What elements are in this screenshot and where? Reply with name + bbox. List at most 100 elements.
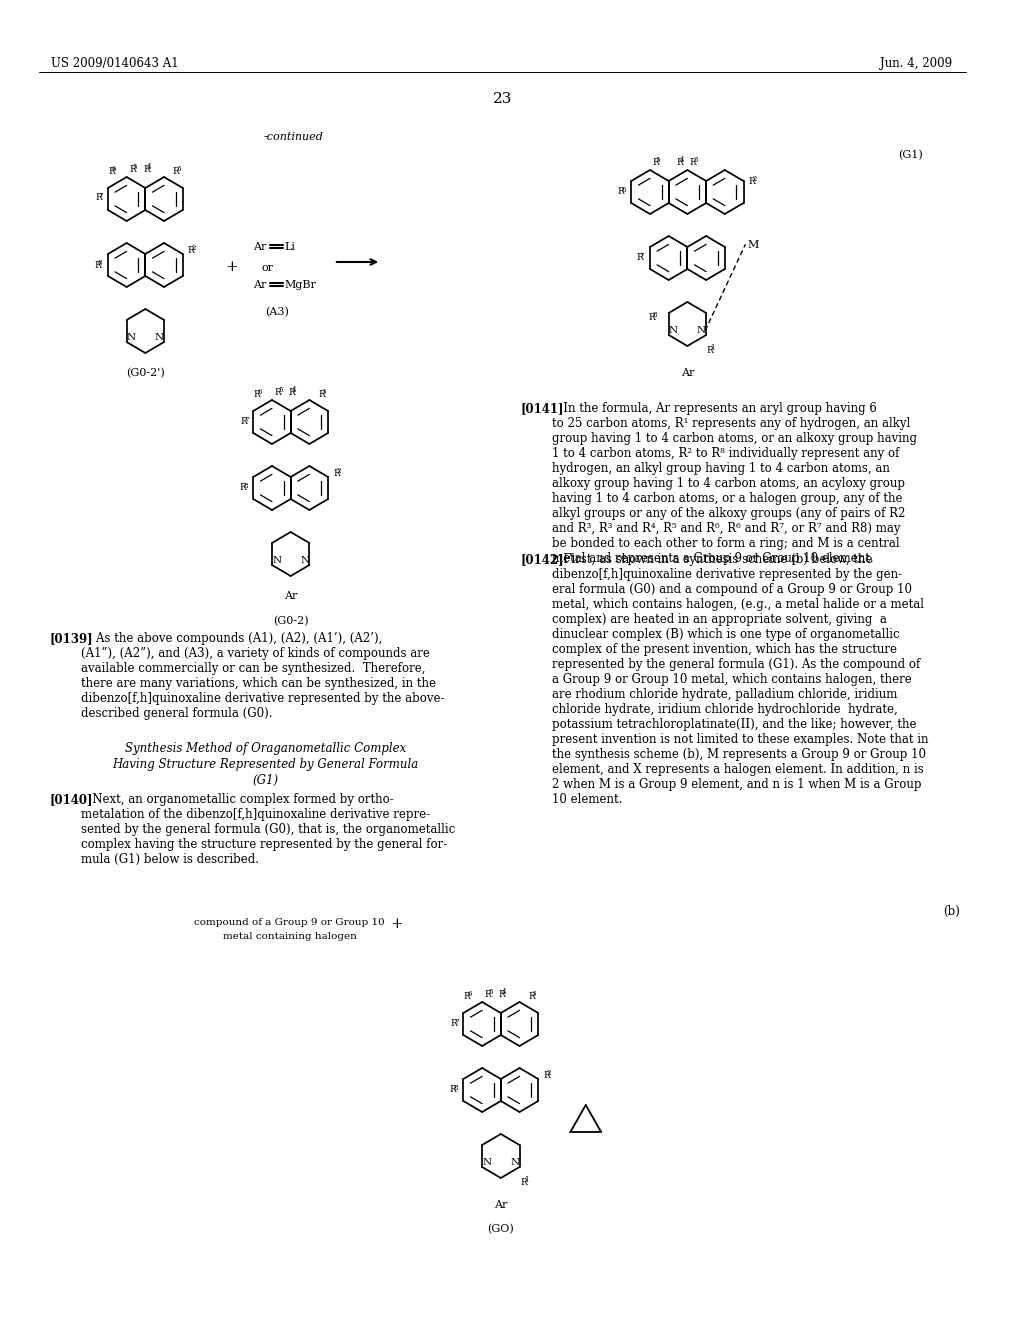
Text: (G1): (G1) (252, 774, 279, 787)
Text: 1: 1 (711, 345, 715, 352)
Text: R: R (749, 177, 756, 186)
Text: [0140]: [0140] (49, 793, 92, 807)
Text: R: R (240, 483, 247, 492)
Text: 5: 5 (279, 385, 283, 395)
Text: 3: 3 (531, 990, 536, 998)
Text: Next, an organometallic complex formed by ortho-
metalation of the dibenzo[f,h]q: Next, an organometallic complex formed b… (81, 793, 455, 866)
Text: Ar: Ar (253, 242, 266, 252)
Text: [0139]: [0139] (49, 632, 93, 645)
Text: Ar: Ar (495, 1200, 508, 1210)
Text: R: R (464, 993, 470, 1001)
Text: Synthesis Method of Oraganometallic Complex: Synthesis Method of Oraganometallic Comp… (125, 742, 406, 755)
Text: R: R (544, 1072, 550, 1080)
Text: N: N (510, 1158, 519, 1167)
Text: +: + (225, 260, 239, 275)
Text: 6: 6 (622, 186, 626, 194)
Text: (A3): (A3) (265, 308, 289, 317)
Text: Li: Li (285, 242, 296, 252)
Text: 2: 2 (752, 174, 757, 182)
Text: R: R (520, 1177, 527, 1187)
Text: 7: 7 (244, 416, 249, 424)
Text: As the above compounds (A1), (A2), (A1’), (A2’),
(A1”), (A2”), and (A3), a varie: As the above compounds (A1), (A2), (A1’)… (81, 632, 444, 719)
Text: N: N (697, 326, 706, 335)
Text: 4: 4 (680, 156, 685, 164)
Text: 8: 8 (97, 259, 102, 267)
Text: 6: 6 (467, 990, 472, 998)
Text: R: R (143, 165, 150, 174)
Text: 6: 6 (112, 165, 117, 173)
Text: R: R (109, 168, 115, 176)
Text: R: R (241, 417, 248, 426)
Text: (G1): (G1) (898, 150, 924, 160)
Text: N: N (300, 556, 309, 565)
Text: R: R (173, 168, 179, 176)
Text: (GO): (GO) (487, 1224, 514, 1234)
Text: R: R (648, 313, 655, 322)
Text: N: N (669, 326, 678, 335)
Text: R: R (636, 253, 643, 263)
Text: 4: 4 (502, 989, 507, 997)
Text: R: R (94, 260, 101, 269)
Text: N: N (272, 556, 282, 565)
Text: (G0-2'): (G0-2') (126, 368, 165, 379)
Text: Ar: Ar (681, 368, 694, 378)
Text: R: R (484, 990, 492, 999)
Text: 5: 5 (133, 164, 137, 172)
Text: R: R (707, 346, 714, 355)
Text: 2: 2 (191, 244, 196, 252)
Text: N: N (127, 333, 136, 342)
Text: 8: 8 (652, 312, 656, 319)
Text: 2: 2 (337, 467, 341, 475)
Text: R: R (450, 1085, 457, 1094)
Text: R: R (528, 993, 535, 1001)
Text: R: R (499, 990, 506, 999)
Text: [0141]: [0141] (520, 403, 564, 414)
Text: 1: 1 (523, 1176, 528, 1184)
Text: +: + (390, 917, 403, 931)
Text: N: N (482, 1158, 492, 1167)
Text: R: R (274, 388, 282, 397)
Text: 3: 3 (322, 388, 326, 396)
Text: 5: 5 (488, 989, 493, 997)
Text: 7: 7 (640, 252, 644, 260)
Text: 8: 8 (454, 1084, 458, 1092)
Text: R: R (689, 158, 696, 166)
Text: Ar: Ar (253, 280, 266, 290)
Text: 23: 23 (494, 92, 512, 106)
Text: 2: 2 (547, 1069, 551, 1077)
Text: R: R (254, 389, 260, 399)
Text: 3: 3 (693, 156, 697, 164)
Text: In the formula, Ar represents an aryl group having 6
to 25 carbon atoms, R¹ repr: In the formula, Ar represents an aryl gr… (552, 403, 916, 565)
Text: R: R (652, 158, 658, 166)
Text: 8: 8 (243, 482, 248, 490)
Text: 6: 6 (257, 388, 261, 396)
Text: R: R (617, 187, 625, 197)
Text: 4: 4 (146, 164, 152, 172)
Text: 4: 4 (292, 385, 297, 395)
Text: R: R (129, 165, 136, 174)
Text: 3: 3 (176, 165, 180, 173)
Text: M: M (748, 240, 759, 249)
Text: First, as shown in a synthesis scheme (b) below, the
dibenzo[f,h]quinoxaline der: First, as shown in a synthesis scheme (b… (552, 553, 929, 807)
Text: MgBr: MgBr (285, 280, 316, 290)
Text: (b): (b) (943, 906, 959, 917)
Text: 7: 7 (455, 1018, 459, 1026)
Text: -continued: -continued (263, 132, 323, 143)
Text: metal containing halogen: metal containing halogen (223, 932, 356, 941)
Text: R: R (289, 388, 295, 397)
Text: [0142]: [0142] (520, 553, 564, 566)
Text: Having Structure Represented by General Formula: Having Structure Represented by General … (112, 758, 418, 771)
Text: Ar: Ar (284, 591, 297, 602)
Text: R: R (677, 158, 683, 166)
Text: 7: 7 (98, 191, 103, 199)
Text: 5: 5 (655, 156, 660, 164)
Text: compound of a Group 9 or Group 10: compound of a Group 9 or Group 10 (195, 917, 385, 927)
Text: R: R (318, 389, 325, 399)
Text: N: N (155, 333, 164, 342)
Text: Jun. 4, 2009: Jun. 4, 2009 (881, 57, 952, 70)
Text: US 2009/0140643 A1: US 2009/0140643 A1 (51, 57, 179, 70)
Text: R: R (187, 247, 195, 255)
Text: (G0-2): (G0-2) (272, 615, 308, 626)
Text: R: R (95, 194, 102, 202)
Text: R: R (333, 469, 340, 478)
